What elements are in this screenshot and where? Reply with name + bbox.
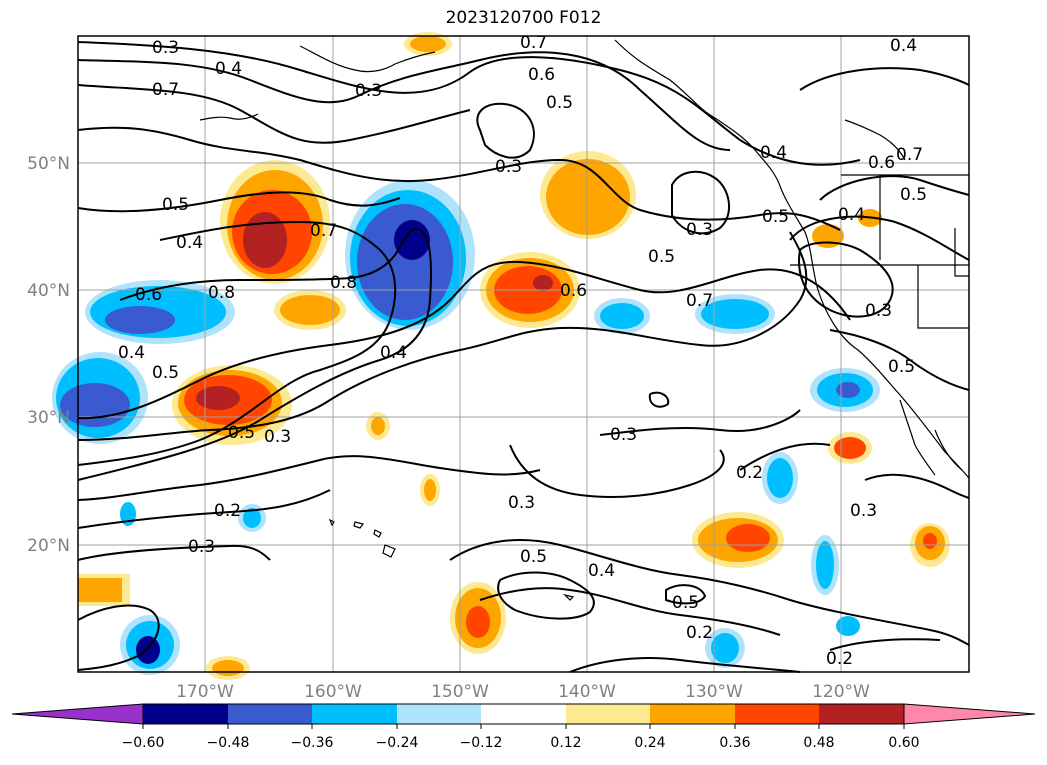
contour-label: 0.5	[672, 593, 699, 613]
contour-label: 0.5	[152, 363, 179, 383]
contour-label: 0.3	[188, 537, 215, 557]
gridlines	[78, 36, 969, 672]
lon-label-160w: 160°W	[304, 682, 362, 702]
contour-label: 0.8	[330, 273, 357, 293]
colorbar-tick-label: −0.12	[460, 735, 503, 751]
contour-label: 0.2	[214, 501, 241, 521]
contour-label: 0.4	[760, 143, 787, 163]
colorbar: −0.60 −0.48 −0.36 −0.24 −0.12 0.12 0.24 …	[11, 703, 1036, 751]
contour-label: 0.4	[380, 343, 407, 363]
colorbar-bin	[228, 704, 312, 724]
colorbar-bin	[143, 704, 228, 724]
coastlines	[199, 39, 970, 479]
contour-label: 0.6	[868, 153, 895, 173]
colorbar-bin	[312, 704, 397, 724]
contour-label: 0.3	[264, 427, 291, 447]
contour-label: 0.7	[152, 80, 179, 100]
colorbar-tick-label: −0.36	[291, 735, 334, 751]
map-title: 2023120700 F012	[445, 8, 602, 28]
lon-label-140w: 140°W	[558, 682, 616, 702]
lon-label-130w: 130°W	[685, 682, 743, 702]
contour-label: 0.8	[208, 283, 235, 303]
lat-label-50n: 50°N	[27, 154, 70, 174]
latitude-labels: 50°N 40°N 30°N 20°N	[27, 154, 70, 556]
contour-label: 0.5	[228, 423, 255, 443]
contour-label: 0.3	[850, 501, 877, 521]
colorbar-tick-label: −0.24	[376, 735, 419, 751]
colorbar-tick-label: 0.24	[634, 735, 665, 751]
lat-label-40n: 40°N	[27, 281, 70, 301]
contour-label: 0.7	[310, 221, 337, 241]
lon-label-150w: 150°W	[431, 682, 489, 702]
contour-label: 0.6	[528, 65, 555, 85]
lat-label-20n: 20°N	[27, 536, 70, 556]
colorbar-tick-label: 0.60	[888, 735, 919, 751]
contour-label: 0.3	[686, 220, 713, 240]
contour-label: 0.3	[355, 81, 382, 101]
contour-label: 0.5	[888, 357, 915, 377]
colorbar-bin	[397, 704, 481, 724]
contour-label: 0.7	[896, 145, 923, 165]
contour-label: 0.3	[508, 493, 535, 513]
contour-label: 0.7	[686, 291, 713, 311]
contour-label: 0.4	[890, 36, 917, 56]
contour-label: 0.5	[900, 185, 927, 205]
contour-label: 0.2	[686, 623, 713, 643]
contour-label: 0.7	[520, 33, 547, 53]
contour-label: 0.4	[838, 205, 865, 225]
contour-label: 0.3	[495, 157, 522, 177]
colorbar-tick-label: 0.48	[803, 735, 834, 751]
contour-label: 0.4	[215, 59, 242, 79]
map-frame	[77, 35, 970, 673]
colorbar-extend-low	[11, 703, 144, 725]
contour-label: 0.5	[762, 207, 789, 227]
colorbar-tick-label: 0.36	[719, 735, 750, 751]
contour-label: 0.4	[118, 343, 145, 363]
map-area: 0.3 0.4 0.7 0.3 0.7 0.6 0.5 0.4 0.3 0.5 …	[52, 32, 970, 680]
colorbar-extend-high	[903, 703, 1036, 725]
contour-label: 0.4	[588, 561, 615, 581]
contour-label: 0.5	[520, 547, 547, 567]
contour-label: 0.3	[610, 425, 637, 445]
contour-label: 0.4	[176, 233, 203, 253]
islands	[328, 518, 575, 601]
contour-label: 0.5	[162, 195, 189, 215]
contour-labels: 0.3 0.4 0.7 0.3 0.7 0.6 0.5 0.4 0.3 0.5 …	[118, 33, 927, 669]
colorbar-tick-label: −0.48	[207, 735, 250, 751]
colorbar-tick-label: −0.60	[122, 735, 165, 751]
longitude-labels: 170°W 160°W 150°W 140°W 130°W 120°W	[176, 682, 870, 702]
shaded-anomalies	[52, 32, 950, 680]
lat-label-30n: 30°N	[27, 408, 70, 428]
colorbar-bin	[481, 704, 566, 724]
contour-label: 0.2	[736, 463, 763, 483]
contour-label: 0.5	[648, 247, 675, 267]
contour-lines	[77, 41, 970, 673]
lon-label-170w: 170°W	[176, 682, 234, 702]
colorbar-bin	[566, 704, 650, 724]
lon-label-120w: 120°W	[812, 682, 870, 702]
contour-label: 0.3	[152, 38, 179, 58]
contour-label: 0.2	[826, 649, 853, 669]
contour-label: 0.6	[560, 281, 587, 301]
colorbar-bin	[735, 704, 819, 724]
colorbar-bin	[650, 704, 735, 724]
contour-label: 0.6	[135, 285, 162, 305]
colorbar-tick-label: 0.12	[550, 735, 581, 751]
contour-label: 0.3	[865, 301, 892, 321]
colorbar-bin	[819, 704, 904, 724]
contour-label: 0.5	[546, 93, 573, 113]
